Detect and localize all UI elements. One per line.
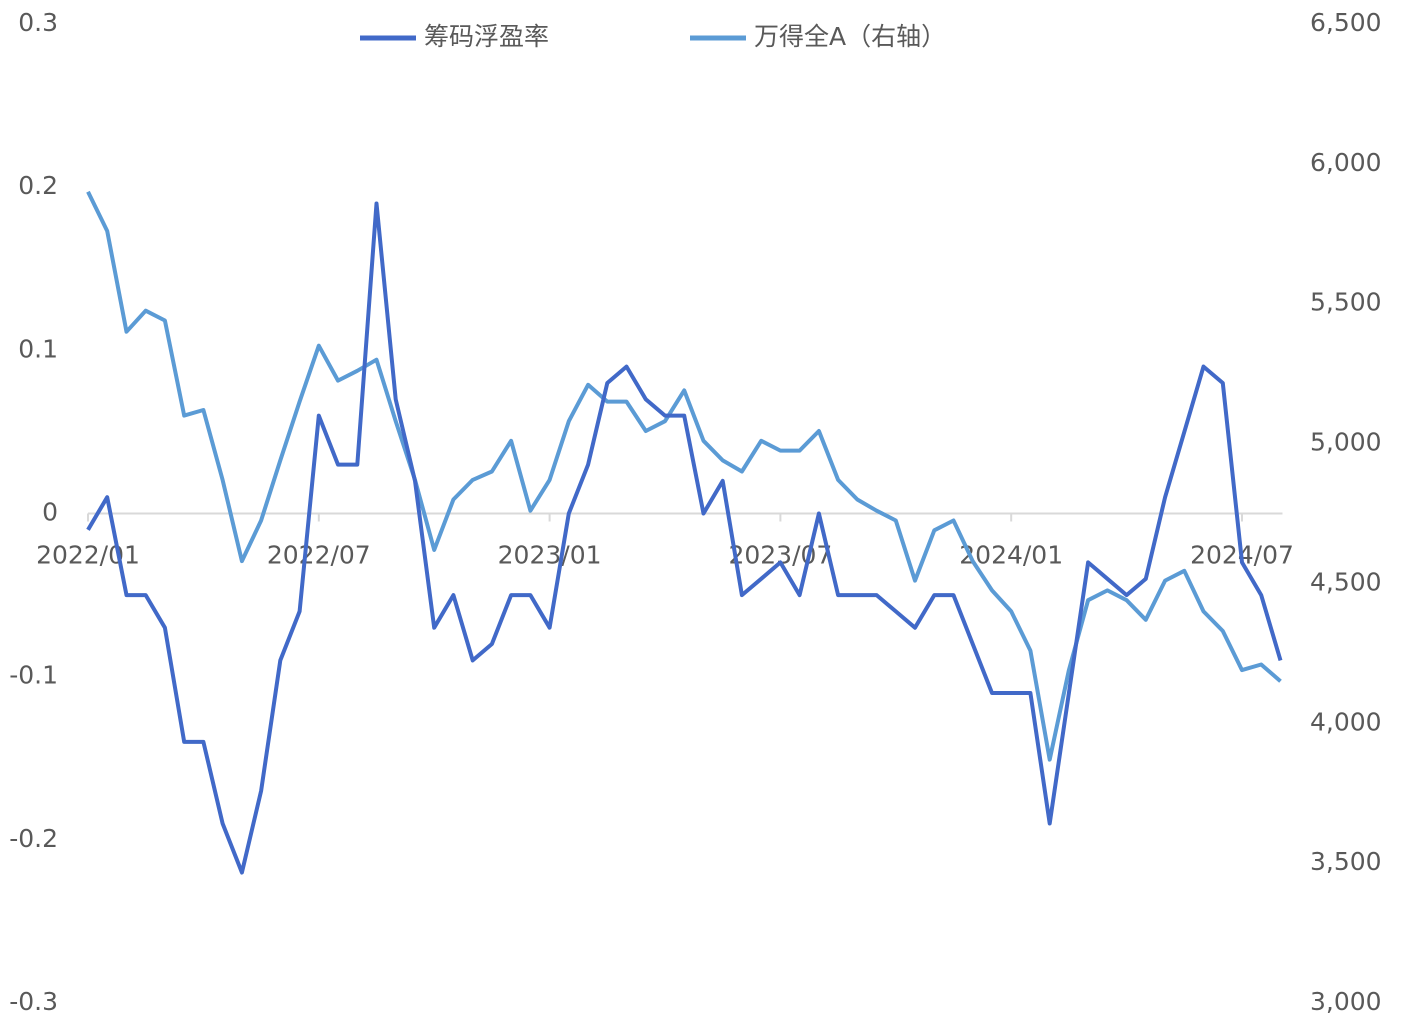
y2-tick-label: 3,000 [1310, 987, 1382, 1016]
legend-label: 筹码浮盈率 [424, 22, 549, 51]
series-line [86, 201, 1283, 875]
y2-tick-label: 6,500 [1310, 8, 1382, 37]
y-tick-label: 0.2 [18, 171, 58, 200]
y2-tick-label: 4,000 [1310, 707, 1382, 736]
y2-tick-label: 5,500 [1310, 288, 1382, 317]
y2-tick-label: 4,500 [1310, 567, 1382, 596]
y-tick-label: -0.2 [9, 824, 58, 853]
y-tick-label: 0 [42, 498, 58, 527]
legend-label: 万得全A（右轴） [754, 22, 946, 51]
y-tick-label: -0.1 [9, 661, 58, 690]
y-tick-label: -0.3 [9, 987, 58, 1016]
y-tick-label: 0.3 [18, 8, 58, 37]
x-tick-label: 2022/07 [267, 541, 371, 570]
y-tick-label: 0.1 [18, 334, 58, 363]
y2-tick-label: 3,500 [1310, 847, 1382, 876]
y2-tick-label: 6,000 [1310, 148, 1382, 177]
y2-tick-label: 5,000 [1310, 428, 1382, 457]
series-line [86, 190, 1282, 762]
x-tick-label: 2022/01 [36, 541, 140, 570]
x-tick-label: 2023/01 [498, 541, 602, 570]
